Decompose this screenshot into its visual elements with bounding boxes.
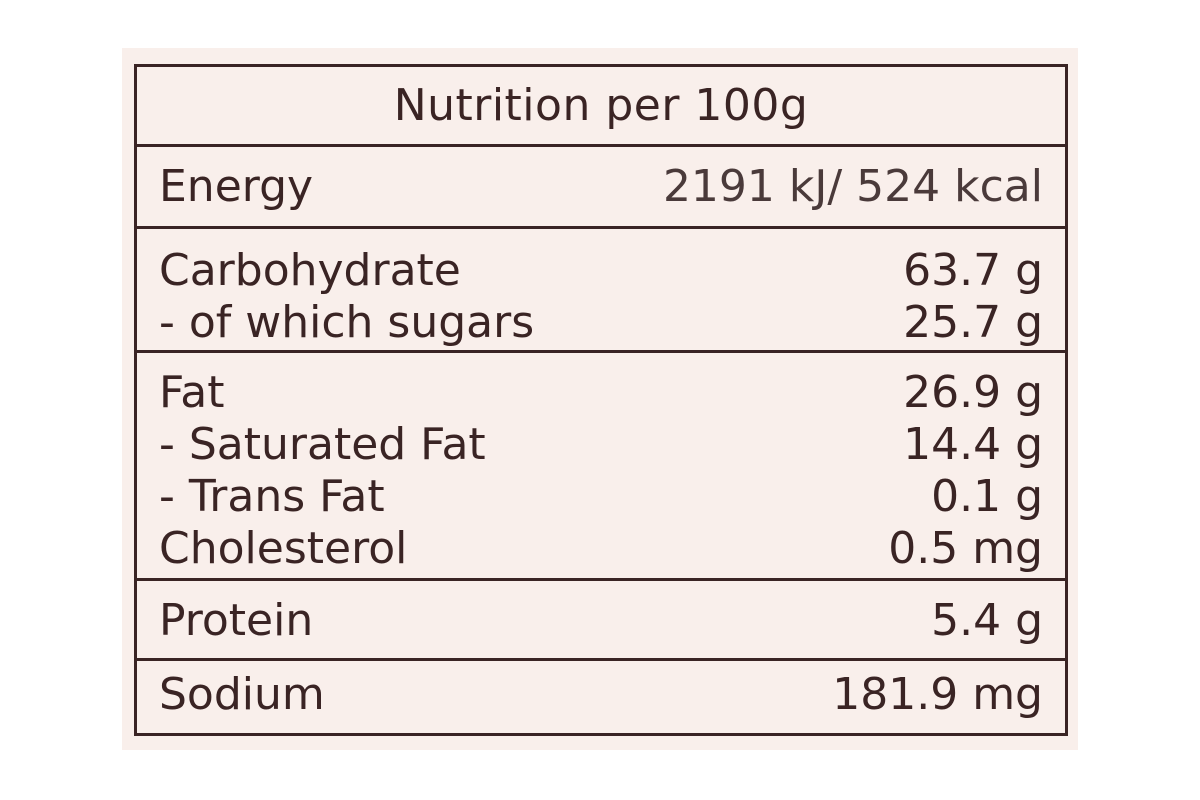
energy-label: Energy — [159, 161, 314, 212]
energy-value: 2191 kJ/ 524 kcal — [662, 161, 1043, 212]
trans-fat-value: 0.1 g — [931, 471, 1043, 522]
table-row: - Trans Fat 0.1 g — [159, 471, 1043, 523]
nutrition-table: Nutrition per 100g Energy 2191 kJ/ 524 k… — [134, 64, 1068, 736]
protein-value: 5.4 g — [931, 595, 1043, 646]
fat-section: Fat 26.9 g - Saturated Fat 14.4 g - Tran… — [137, 353, 1065, 581]
carbohydrate-label: Carbohydrate — [159, 245, 461, 296]
energy-section: Energy 2191 kJ/ 524 kcal — [137, 147, 1065, 229]
sugars-label: - of which sugars — [159, 297, 535, 348]
carbohydrate-value: 63.7 g — [903, 245, 1043, 296]
trans-fat-label: - Trans Fat — [159, 471, 385, 522]
nutrition-label: Nutrition per 100g Energy 2191 kJ/ 524 k… — [122, 48, 1078, 750]
table-row: Carbohydrate 63.7 g — [159, 245, 1043, 297]
table-row: Fat 26.9 g — [159, 367, 1043, 419]
protein-label: Protein — [159, 595, 314, 646]
table-row: - of which sugars 25.7 g — [159, 297, 1043, 349]
table-row: Sodium 181.9 mg — [159, 669, 1043, 721]
sodium-section: Sodium 181.9 mg — [137, 661, 1065, 733]
protein-section: Protein 5.4 g — [137, 581, 1065, 661]
table-row: Protein 5.4 g — [159, 595, 1043, 647]
sodium-label: Sodium — [159, 669, 325, 720]
table-row: - Saturated Fat 14.4 g — [159, 419, 1043, 471]
sugars-value: 25.7 g — [903, 297, 1043, 348]
cholesterol-label: Cholesterol — [159, 523, 408, 574]
fat-label: Fat — [159, 367, 225, 418]
carbohydrate-section: Carbohydrate 63.7 g - of which sugars 25… — [137, 229, 1065, 353]
table-title: Nutrition per 100g — [137, 67, 1065, 147]
table-row: Energy 2191 kJ/ 524 kcal — [159, 161, 1043, 213]
cholesterol-value: 0.5 mg — [888, 523, 1043, 574]
fat-value: 26.9 g — [903, 367, 1043, 418]
table-row: Cholesterol 0.5 mg — [159, 523, 1043, 575]
saturated-fat-value: 14.4 g — [903, 419, 1043, 470]
sodium-value: 181.9 mg — [832, 669, 1043, 720]
saturated-fat-label: - Saturated Fat — [159, 419, 486, 470]
